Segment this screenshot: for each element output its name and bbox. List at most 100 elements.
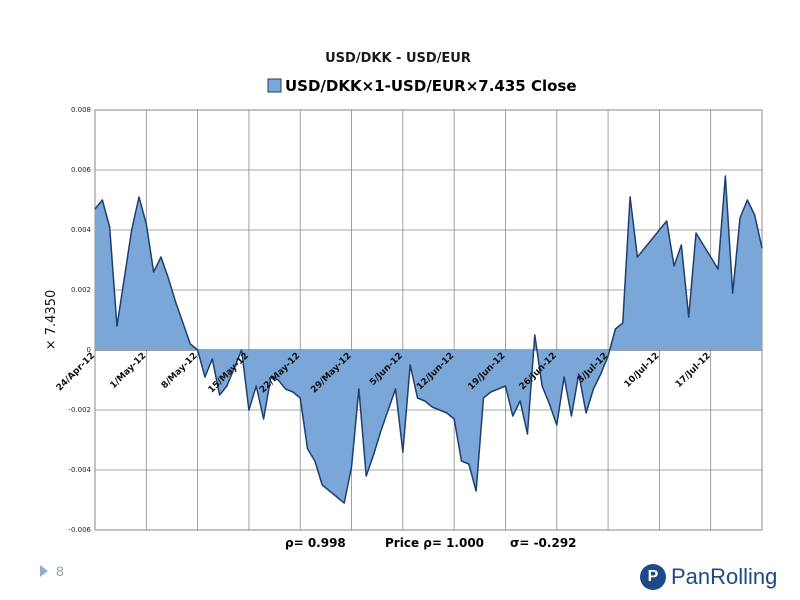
data-point — [248, 409, 250, 411]
data-point — [695, 232, 697, 234]
data-point — [153, 271, 155, 273]
data-point — [548, 403, 551, 405]
y-axis: -0.006 -0.004 -0.002 0 0.002 0.004 0.006 0.008 — [68, 106, 91, 534]
data-point — [255, 385, 257, 387]
data-point — [372, 454, 375, 456]
x-tick-label: 1/May-12 — [109, 351, 149, 391]
data-point — [475, 490, 477, 492]
data-point — [504, 385, 507, 387]
data-point — [197, 349, 199, 351]
data-point — [644, 247, 646, 249]
data-point — [754, 214, 756, 216]
data-point — [380, 430, 382, 432]
y-tick-label: 0.002 — [71, 286, 91, 294]
y-tick-label: 0.006 — [71, 166, 92, 174]
data-point — [629, 196, 631, 198]
brand-name: PanRolling — [671, 564, 778, 589]
data-point — [123, 277, 125, 279]
data-point — [468, 463, 470, 465]
data-point — [233, 367, 235, 369]
data-point — [710, 256, 712, 258]
data-point — [761, 247, 763, 249]
stat-sigma: σ= -0.292 — [510, 536, 577, 550]
data-point — [519, 400, 521, 402]
data-point — [358, 388, 360, 390]
y-tick-label: 0.008 — [71, 106, 91, 114]
data-point — [336, 496, 338, 498]
data-point — [512, 415, 514, 417]
data-point — [490, 391, 492, 393]
data-point — [204, 376, 206, 378]
data-point — [717, 268, 719, 270]
data-point — [175, 301, 177, 303]
data-point — [343, 502, 345, 504]
data-point — [570, 415, 573, 417]
data-point — [424, 400, 426, 402]
data-point — [314, 460, 316, 462]
data-point — [262, 418, 265, 420]
brand-logo: P PanRolling — [640, 564, 777, 590]
data-point — [702, 244, 704, 246]
data-point — [109, 226, 111, 228]
data-point — [145, 223, 147, 225]
x-tick-label: 10/Jul-12 — [623, 351, 662, 390]
data-point — [189, 343, 191, 345]
stat-price-rho: Price ρ= 1.000 — [385, 536, 484, 550]
data-point — [739, 217, 741, 219]
data-point — [94, 208, 96, 210]
data-point — [409, 364, 411, 366]
series-line — [94, 175, 763, 504]
data-point — [460, 460, 463, 462]
data-point — [541, 385, 543, 387]
data-point — [673, 265, 675, 267]
y-tick-label: -0.004 — [68, 466, 91, 474]
data-point — [402, 451, 404, 453]
data-point — [270, 376, 272, 378]
data-point — [101, 199, 103, 201]
data-point — [240, 349, 243, 351]
data-point — [592, 388, 595, 390]
data-point — [167, 277, 169, 279]
y-tick-label: -0.006 — [68, 526, 91, 534]
data-point — [292, 391, 294, 393]
data-point — [636, 256, 639, 258]
data-point — [556, 424, 558, 426]
brand-mark: P — [640, 564, 666, 590]
legend-swatch — [267, 78, 282, 93]
y-tick-label: 0.004 — [71, 226, 92, 234]
data-point — [219, 394, 221, 396]
plot-area — [94, 175, 763, 504]
x-tick-label: 8/May-12 — [160, 351, 200, 391]
data-point — [350, 466, 353, 468]
data-point — [658, 229, 660, 231]
data-point — [578, 373, 580, 375]
x-tick-label: 17/Jul-12 — [674, 351, 713, 390]
data-point — [724, 175, 726, 177]
data-point — [651, 238, 653, 240]
x-tick-label: 24/Apr-12 — [55, 351, 97, 393]
data-point — [160, 256, 162, 258]
series-area-fill — [95, 176, 762, 503]
data-point — [211, 358, 213, 360]
data-point — [328, 490, 331, 492]
data-point — [482, 397, 485, 399]
data-point — [365, 475, 367, 477]
chart-title: USD/DKK - USD/EUR — [325, 51, 471, 66]
legend-label: USD/DKK×1-USD/EUR×7.435 Close — [285, 77, 577, 95]
data-point — [732, 292, 734, 294]
data-point — [622, 322, 624, 324]
data-point — [446, 412, 448, 414]
data-point — [438, 409, 441, 411]
data-point — [387, 409, 389, 411]
data-point — [116, 325, 118, 327]
data-point — [394, 388, 397, 390]
data-point — [182, 322, 184, 324]
data-point — [614, 328, 617, 330]
data-point — [585, 412, 587, 414]
data-point — [453, 418, 455, 420]
y-axis-label: × 7.4350 — [44, 290, 59, 351]
data-point — [284, 388, 287, 390]
data-point — [431, 406, 433, 408]
data-point — [416, 397, 419, 399]
